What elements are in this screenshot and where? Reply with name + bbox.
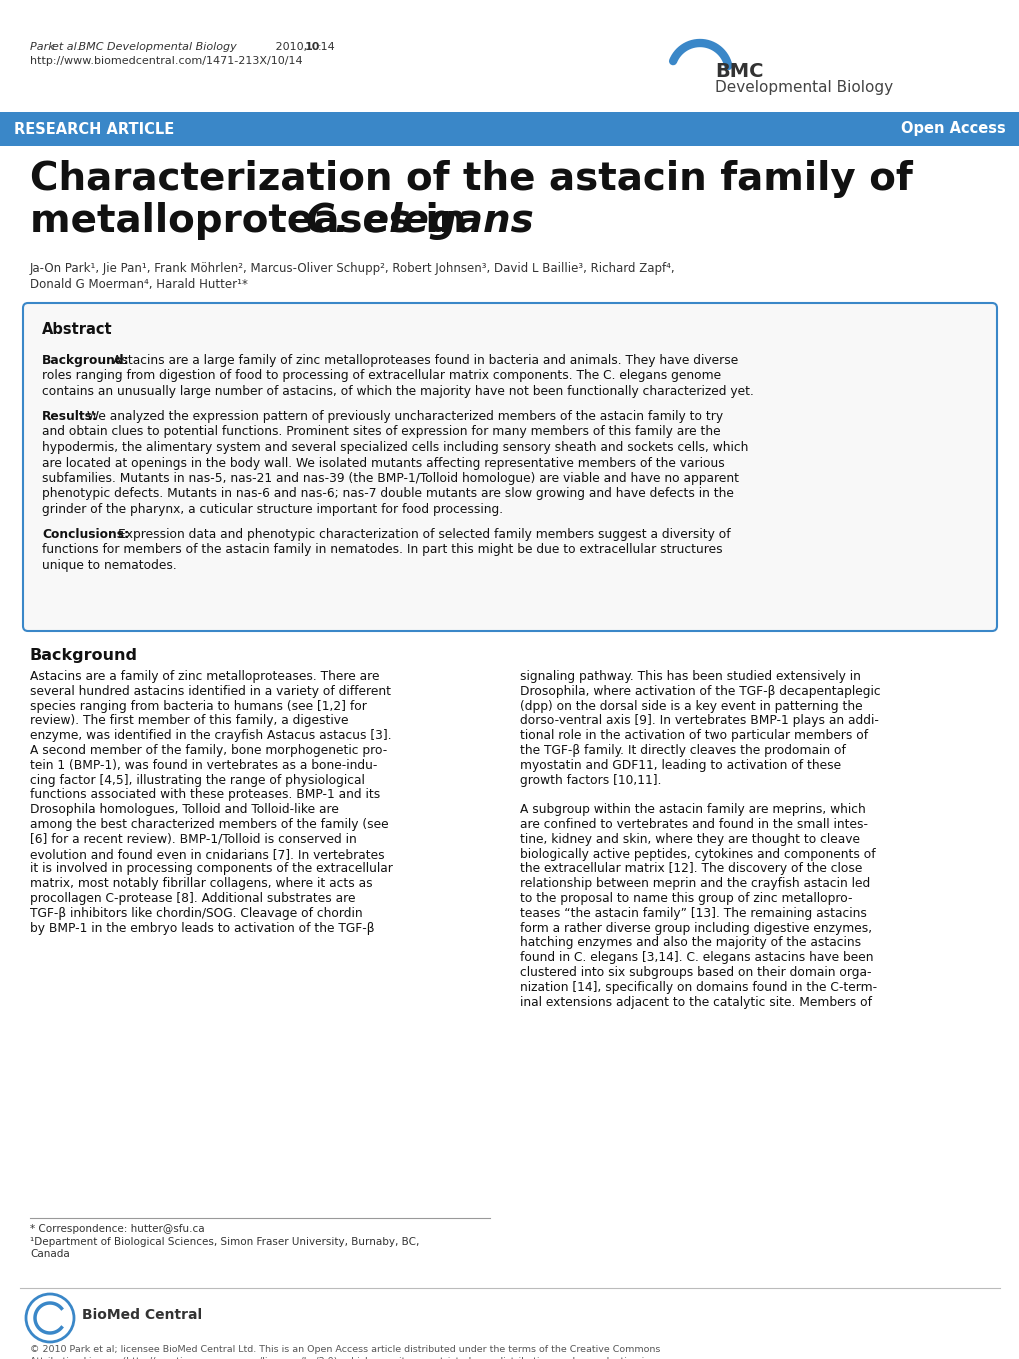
Text: unique to nematodes.: unique to nematodes. — [42, 559, 176, 572]
Text: hypodermis, the alimentary system and several specialized cells including sensor: hypodermis, the alimentary system and se… — [42, 442, 748, 454]
Text: © 2010 Park et al; licensee BioMed Central Ltd. This is an Open Access article d: © 2010 Park et al; licensee BioMed Centr… — [30, 1345, 659, 1359]
Text: Ja-On Park¹, Jie Pan¹, Frank Möhrlen², Marcus-Oliver Schupp², Robert Johnsen³, D: Ja-On Park¹, Jie Pan¹, Frank Möhrlen², M… — [30, 262, 675, 275]
Text: myostatin and GDF11, leading to activation of these: myostatin and GDF11, leading to activati… — [520, 758, 841, 772]
Text: dorso-ventral axis [9]. In vertebrates BMP-1 plays an addi-: dorso-ventral axis [9]. In vertebrates B… — [520, 715, 878, 727]
Text: Abstract: Abstract — [42, 322, 112, 337]
Text: :14: :14 — [318, 42, 335, 52]
Text: the TGF-β family. It directly cleaves the prodomain of: the TGF-β family. It directly cleaves th… — [520, 743, 845, 757]
Text: tional role in the activation of two particular members of: tional role in the activation of two par… — [520, 730, 867, 742]
Text: and obtain clues to potential functions. Prominent sites of expression for many : and obtain clues to potential functions.… — [42, 425, 719, 439]
Text: Donald G Moerman⁴, Harald Hutter¹*: Donald G Moerman⁴, Harald Hutter¹* — [30, 279, 248, 291]
Text: several hundred astacins identified in a variety of different: several hundred astacins identified in a… — [30, 685, 390, 697]
Text: (dpp) on the dorsal side is a key event in patterning the: (dpp) on the dorsal side is a key event … — [520, 700, 862, 712]
Text: are located at openings in the body wall. We isolated mutants affecting represen: are located at openings in the body wall… — [42, 457, 725, 469]
Text: it is involved in processing components of the extracellular: it is involved in processing components … — [30, 863, 392, 875]
Text: to the proposal to name this group of zinc metallopro-: to the proposal to name this group of zi… — [520, 892, 852, 905]
Text: by BMP-1 in the embryo leads to activation of the TGF-β: by BMP-1 in the embryo leads to activati… — [30, 921, 374, 935]
Text: hatching enzymes and also the majority of the astacins: hatching enzymes and also the majority o… — [520, 936, 860, 950]
Text: Park: Park — [30, 42, 58, 52]
Text: species ranging from bacteria to humans (see [1,2] for: species ranging from bacteria to humans … — [30, 700, 367, 712]
Text: contains an unusually large number of astacins, of which the majority have not b: contains an unusually large number of as… — [42, 385, 753, 398]
Text: tein 1 (BMP-1), was found in vertebrates as a bone-indu-: tein 1 (BMP-1), was found in vertebrates… — [30, 758, 377, 772]
Text: 10: 10 — [305, 42, 320, 52]
Text: Expression data and phenotypic characterization of selected family members sugge: Expression data and phenotypic character… — [118, 529, 730, 541]
Text: among the best characterized members of the family (see: among the best characterized members of … — [30, 818, 388, 830]
Text: BMC Developmental Biology: BMC Developmental Biology — [75, 42, 236, 52]
Text: are confined to vertebrates and found in the small intes-: are confined to vertebrates and found in… — [520, 818, 867, 830]
Text: found in C. elegans [3,14]. C. elegans astacins have been: found in C. elegans [3,14]. C. elegans a… — [520, 951, 872, 964]
Text: subfamilies. Mutants in nas-5, nas-21 and nas-39 (the BMP-1/Tolloid homologue) a: subfamilies. Mutants in nas-5, nas-21 an… — [42, 472, 739, 485]
Text: nization [14], specifically on domains found in the C-term-: nization [14], specifically on domains f… — [520, 981, 876, 993]
Text: form a rather diverse group including digestive enzymes,: form a rather diverse group including di… — [520, 921, 871, 935]
Text: Astacins are a large family of zinc metalloproteases found in bacteria and anima: Astacins are a large family of zinc meta… — [113, 353, 738, 367]
Text: [6] for a recent review). BMP-1/Tolloid is conserved in: [6] for a recent review). BMP-1/Tolloid … — [30, 833, 357, 845]
Text: tine, kidney and skin, where they are thought to cleave: tine, kidney and skin, where they are th… — [520, 833, 859, 845]
Text: Background:: Background: — [42, 353, 129, 367]
Text: Developmental Biology: Developmental Biology — [714, 80, 893, 95]
Text: * Correspondence: hutter@sfu.ca: * Correspondence: hutter@sfu.ca — [30, 1224, 205, 1234]
Text: Results:: Results: — [42, 410, 98, 423]
Text: enzyme, was identified in the crayfish Astacus astacus [3].: enzyme, was identified in the crayfish A… — [30, 730, 391, 742]
Text: Conclusions:: Conclusions: — [42, 529, 128, 541]
FancyBboxPatch shape — [23, 303, 996, 631]
Text: A second member of the family, bone morphogenetic pro-: A second member of the family, bone morp… — [30, 743, 387, 757]
Text: signaling pathway. This has been studied extensively in: signaling pathway. This has been studied… — [520, 670, 860, 684]
Text: Drosophila homologues, Tolloid and Tolloid-like are: Drosophila homologues, Tolloid and Tollo… — [30, 803, 338, 817]
Text: Drosophila, where activation of the TGF-β decapentaplegic: Drosophila, where activation of the TGF-… — [520, 685, 879, 697]
Text: Characterization of the astacin family of: Characterization of the astacin family o… — [30, 160, 912, 198]
Text: inal extensions adjacent to the catalytic site. Members of: inal extensions adjacent to the catalyti… — [520, 996, 871, 1008]
Text: RESEARCH ARTICLE: RESEARCH ARTICLE — [14, 121, 174, 136]
FancyBboxPatch shape — [0, 111, 1019, 145]
Text: et al.: et al. — [52, 42, 81, 52]
Text: metalloproteases in: metalloproteases in — [30, 202, 479, 241]
Text: http://www.biomedcentral.com/1471-213X/10/14: http://www.biomedcentral.com/1471-213X/1… — [30, 56, 303, 67]
Text: roles ranging from digestion of food to processing of extracellular matrix compo: roles ranging from digestion of food to … — [42, 370, 720, 382]
Text: We analyzed the expression pattern of previously uncharacterized members of the : We analyzed the expression pattern of pr… — [87, 410, 722, 423]
Text: functions associated with these proteases. BMP-1 and its: functions associated with these protease… — [30, 788, 380, 802]
Text: growth factors [10,11].: growth factors [10,11]. — [520, 773, 661, 787]
Text: relationship between meprin and the crayfish astacin led: relationship between meprin and the cray… — [520, 877, 869, 890]
Text: teases “the astacin family” [13]. The remaining astacins: teases “the astacin family” [13]. The re… — [520, 906, 866, 920]
Text: 2010,: 2010, — [272, 42, 311, 52]
Text: matrix, most notably fibrillar collagens, where it acts as: matrix, most notably fibrillar collagens… — [30, 877, 372, 890]
Text: Open Access: Open Access — [901, 121, 1005, 136]
Text: functions for members of the astacin family in nematodes. In part this might be : functions for members of the astacin fam… — [42, 544, 721, 556]
Text: cing factor [4,5], illustrating the range of physiological: cing factor [4,5], illustrating the rang… — [30, 773, 365, 787]
Text: ¹Department of Biological Sciences, Simon Fraser University, Burnaby, BC,: ¹Department of Biological Sciences, Simo… — [30, 1237, 419, 1248]
Text: BMC: BMC — [714, 63, 763, 82]
Text: TGF-β inhibitors like chordin/SOG. Cleavage of chordin: TGF-β inhibitors like chordin/SOG. Cleav… — [30, 906, 363, 920]
Text: phenotypic defects. Mutants in nas-6 and nas-6; nas-7 double mutants are slow gr: phenotypic defects. Mutants in nas-6 and… — [42, 488, 733, 500]
Text: evolution and found even in cnidarians [7]. In vertebrates: evolution and found even in cnidarians [… — [30, 848, 384, 860]
Text: Canada: Canada — [30, 1249, 69, 1258]
Text: Background: Background — [30, 648, 138, 663]
Text: C. elegans: C. elegans — [306, 202, 533, 241]
Text: clustered into six subgroups based on their domain orga-: clustered into six subgroups based on th… — [520, 966, 870, 978]
Text: the extracellular matrix [12]. The discovery of the close: the extracellular matrix [12]. The disco… — [520, 863, 861, 875]
Text: biologically active peptides, cytokines and components of: biologically active peptides, cytokines … — [520, 848, 874, 860]
Text: BioMed Central: BioMed Central — [82, 1307, 202, 1322]
Text: procollagen C-protease [8]. Additional substrates are: procollagen C-protease [8]. Additional s… — [30, 892, 356, 905]
Text: A subgroup within the astacin family are meprins, which: A subgroup within the astacin family are… — [520, 803, 865, 817]
Text: Astacins are a family of zinc metalloproteases. There are: Astacins are a family of zinc metallopro… — [30, 670, 379, 684]
Text: review). The first member of this family, a digestive: review). The first member of this family… — [30, 715, 348, 727]
Text: grinder of the pharynx, a cuticular structure important for food processing.: grinder of the pharynx, a cuticular stru… — [42, 503, 502, 516]
